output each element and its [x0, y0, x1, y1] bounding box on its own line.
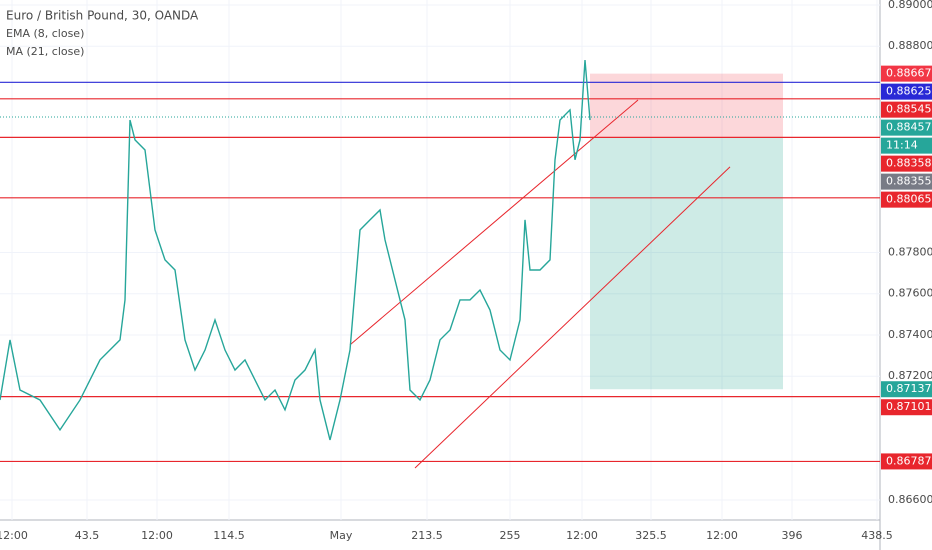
price-tag	[881, 155, 932, 172]
stop-zone	[590, 73, 783, 138]
y-tick-label: 0.87800	[888, 245, 932, 258]
price-tag-label: 0.88545	[886, 103, 932, 116]
price-tag-label: 0.88625	[886, 85, 932, 98]
x-tick-label: 114.5	[213, 529, 245, 542]
y-tick-label: 0.87600	[888, 287, 932, 300]
price-tag-label: 0.88358	[886, 157, 932, 170]
target-zone	[590, 137, 783, 390]
price-tag	[881, 453, 932, 470]
price-tag-label: 0.88667	[886, 67, 932, 80]
x-tick-label: 438.5	[861, 529, 893, 542]
price-line	[0, 59, 591, 441]
price-tag-label: 0.87101	[886, 400, 932, 413]
price-tag-label: 0.88355	[886, 175, 932, 188]
price-tag	[881, 83, 932, 100]
x-tick-label: 255	[500, 529, 521, 542]
x-tick-label: 43.5	[75, 529, 100, 542]
price-tag-label: 0.87137	[886, 382, 932, 395]
price-tag-label: 0.88065	[886, 193, 932, 206]
trend-line	[349, 99, 639, 346]
y-tick-label: 0.88800	[888, 39, 932, 52]
chart-title: Euro / British Pound, 30, OANDA	[6, 9, 199, 23]
indicator-label: MA (21, close)	[6, 45, 84, 58]
x-tick-label: 396	[782, 529, 803, 542]
x-tick-label: 12:00	[141, 529, 173, 542]
y-tick-label: 0.89000	[888, 0, 932, 11]
price-tag	[881, 399, 932, 416]
indicator-label: EMA (8, close)	[6, 27, 84, 40]
y-tick-label: 0.86600	[888, 493, 932, 506]
price-tag	[881, 137, 932, 154]
x-tick-label: May	[330, 529, 353, 542]
x-tick-label: 213.5	[411, 529, 443, 542]
price-tag	[881, 191, 932, 208]
price-tag	[881, 173, 932, 190]
x-tick-label: 325.5	[635, 529, 667, 542]
y-tick-label: 0.87400	[888, 328, 932, 341]
price-tag	[881, 101, 932, 118]
price-tag-label: 11:14	[886, 139, 918, 152]
price-tag	[881, 381, 932, 398]
x-tick-label: 12:00	[706, 529, 738, 542]
price-tag	[881, 65, 932, 82]
price-tag	[881, 119, 932, 136]
x-tick-label: 12:00	[0, 529, 28, 542]
price-tag-label: 0.86787	[886, 454, 932, 467]
y-tick-label: 0.87200	[888, 369, 932, 382]
trend-line	[414, 166, 731, 469]
x-tick-label: 12:00	[566, 529, 598, 542]
price-tag-label: 0.88457	[886, 121, 932, 134]
